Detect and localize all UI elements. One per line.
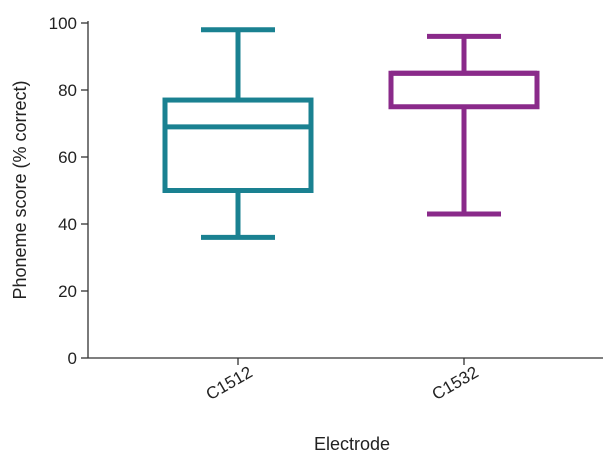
box-c1512: [162, 27, 314, 240]
x-tick-label: C1512: [203, 362, 256, 404]
y-tick-label: 100: [49, 14, 77, 33]
y-axis-title: Phoneme score (% correct): [10, 80, 30, 299]
iqr-box: [162, 97, 314, 193]
y-tick-label: 20: [58, 282, 77, 301]
x-axis: C1512 C1532: [88, 357, 603, 404]
y-tick-label: 0: [68, 349, 77, 368]
x-tick-label: C1532: [429, 362, 482, 404]
iqr-box: [388, 70, 540, 110]
y-tick-label: 80: [58, 81, 77, 100]
box-series: [162, 27, 540, 240]
y-tick-label: 60: [58, 148, 77, 167]
y-tick-label: 40: [58, 215, 77, 234]
box-c1532: [388, 33, 540, 217]
x-axis-title: Electrode: [314, 434, 390, 454]
y-axis: 0 20 40 60 80 100: [49, 14, 89, 368]
